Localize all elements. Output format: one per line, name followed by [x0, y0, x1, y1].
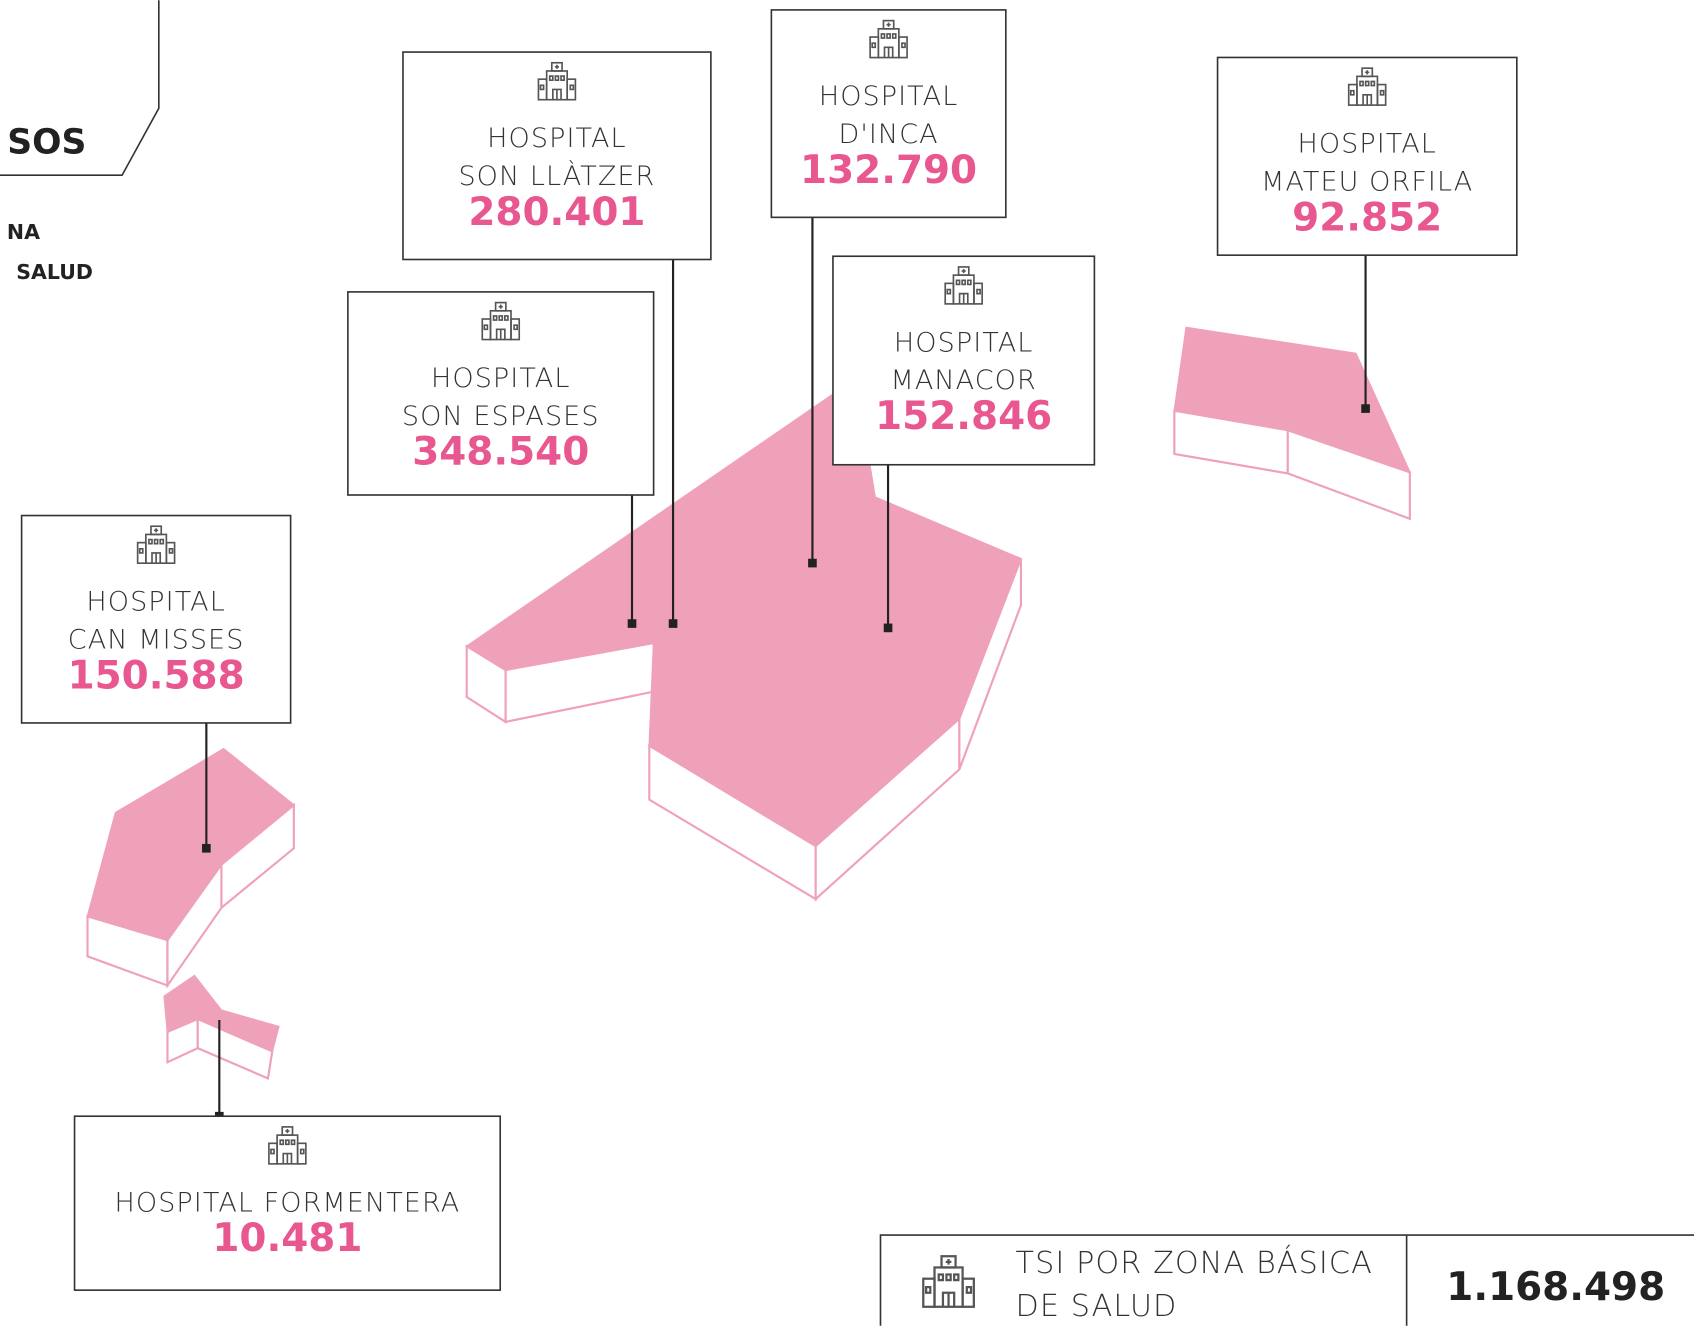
marker — [202, 843, 211, 853]
hospital-value: 10.481 — [212, 1216, 362, 1261]
hospital-name: HOSPITAL FORMENTERA — [114, 1187, 460, 1218]
hospital-name: HOSPITAL — [1297, 129, 1437, 160]
total-frame — [879, 1234, 1694, 1326]
hospital-name: SON ESPASES — [402, 401, 600, 432]
hospital-name: HOSPITAL — [894, 327, 1034, 358]
hospital-name: D'INCA — [839, 119, 939, 150]
hospital-name: SON LLÀTZER — [458, 160, 655, 192]
marker — [883, 623, 893, 633]
hospital-icon — [921, 1254, 976, 1309]
marker — [1361, 404, 1370, 413]
hospital-box — [402, 51, 712, 261]
hospital-box — [1216, 56, 1518, 256]
islands — [86, 326, 1412, 1080]
hospital-name: MATEU ORFILA — [1261, 166, 1473, 197]
marker — [627, 619, 637, 628]
hospital-name: HOSPITAL — [431, 363, 570, 394]
marker — [668, 619, 678, 628]
hospital-name: CAN MISSES — [68, 624, 245, 655]
hospital-name: MANACOR — [890, 365, 1036, 396]
hospital-value: 150.588 — [68, 653, 245, 698]
hospital-box — [832, 255, 1096, 466]
hospital-name: HOSPITAL — [819, 81, 959, 112]
hospital-value: 152.846 — [875, 394, 1052, 439]
total-value: 1.168.498 — [1446, 1265, 1665, 1310]
hospital-box — [20, 514, 292, 724]
hospital-value: 132.790 — [800, 148, 977, 193]
hospital-name: HOSPITAL — [487, 123, 627, 154]
hospital-value: 348.540 — [412, 430, 589, 475]
header-subtitle: NA — [7, 220, 40, 244]
hospital-box — [347, 291, 655, 496]
marker — [808, 558, 817, 568]
header-frame — [0, 0, 160, 177]
hospital-box — [73, 1115, 502, 1291]
hospital-name: HOSPITAL — [86, 587, 226, 618]
hospital-box — [770, 9, 1007, 219]
hospital-value: 280.401 — [468, 190, 645, 235]
total-label: TSI POR ZONA BÁSICA — [1016, 1245, 1373, 1281]
total-label: DE SALUD — [1016, 1289, 1178, 1324]
header-title: SOS — [7, 123, 86, 163]
hospital-value: 92.852 — [1292, 195, 1442, 240]
header-subtitle: SALUD — [16, 260, 93, 284]
